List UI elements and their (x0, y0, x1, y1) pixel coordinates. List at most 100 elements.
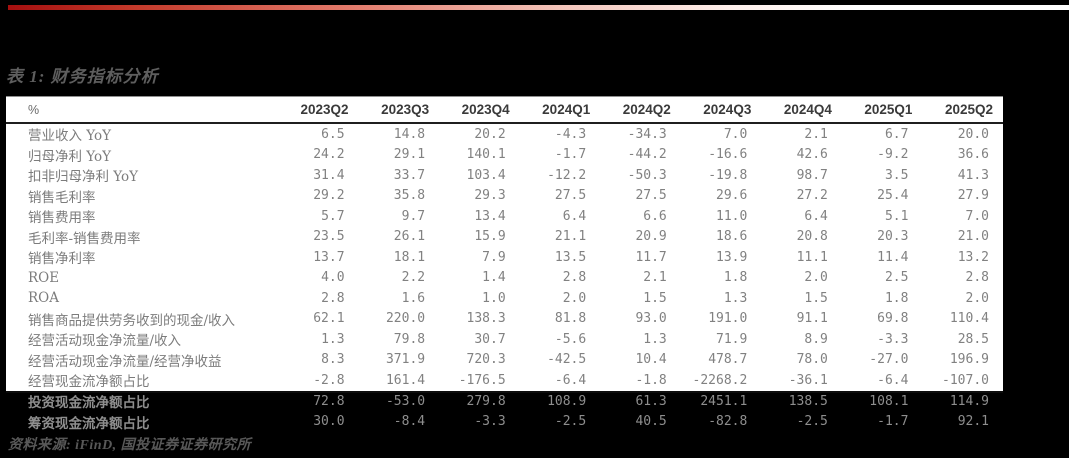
value-cell: 6.6 (643, 208, 667, 224)
value-cell: 1.3 (321, 331, 345, 347)
value-cell: 71.9 (716, 331, 748, 347)
value-cell: 20.9 (635, 229, 667, 245)
value-cell: 30.7 (474, 331, 506, 347)
value-cell: 1.4 (482, 270, 506, 286)
value-cell: -53.0 (385, 393, 426, 409)
value-cell: -2268.2 (692, 372, 748, 388)
value-cell: -12.2 (547, 167, 587, 183)
value-cell: -16.6 (708, 147, 748, 163)
value-cell: 23.5 (313, 229, 345, 245)
table-header-row: % 2023Q2 2023Q3 2023Q4 2024Q1 2024Q2 2024Q3 20… (6, 97, 1003, 124)
value-cell: 6.7 (884, 126, 909, 142)
value-cell: 1.8 (723, 270, 748, 286)
value-cell: 478.7 (708, 352, 748, 368)
value-cell: 13.7 (313, 249, 345, 265)
column-header: 2025Q2 (944, 102, 993, 117)
table-row: 毛利率-销售费用率 23.5 26.1 15.9 21.1 20.9 18.6 20.8 20.… (6, 227, 1003, 248)
value-cell: 11.1 (796, 249, 828, 265)
value-cell: 79.8 (393, 331, 426, 347)
value-cell: 62.1 (313, 311, 345, 327)
table-row: 扣非归母净利 YoY 31.4 33.7 103.4 -12.2 -50.3 -19.8 98… (6, 165, 1003, 186)
value-cell: 161.4 (385, 372, 426, 388)
value-cell: -3.3 (877, 331, 909, 347)
value-cell: 4.0 (321, 270, 345, 286)
value-cell: 78.0 (796, 352, 828, 368)
value-cell: 69.8 (877, 311, 909, 327)
value-cell: 21.1 (554, 229, 587, 245)
row-label: 销售费用率 (28, 210, 96, 227)
value-cell: -36.1 (788, 372, 828, 388)
value-cell: 36.6 (957, 147, 989, 163)
table-row: 筹资现金流净额占比 30.0 -8.4 -3.3 -2.5 40.5 -82.8 -2.5 -1… (6, 412, 1003, 433)
value-cell: 13.9 (716, 249, 748, 265)
value-cell: -176.5 (458, 372, 506, 388)
row-label: 扣非归母净利 YoY (28, 169, 139, 186)
value-cell: -50.3 (627, 167, 667, 183)
table-rows-below-rule: 投资现金流净额占比 72.8 -53.0 279.8 108.9 61.3 2451.1 13… (6, 391, 1003, 432)
value-cell: -1.8 (635, 372, 667, 388)
row-label: 经营活动现金净流量/收入 (28, 333, 182, 350)
value-cell: 8.3 (321, 352, 345, 368)
value-cell: 25.4 (877, 188, 909, 204)
column-header: 2024Q4 (783, 102, 832, 117)
value-cell: 27.9 (957, 188, 989, 204)
value-cell: 13.2 (957, 249, 989, 265)
value-cell: 2.0 (804, 270, 828, 286)
value-cell: 110.4 (949, 311, 989, 327)
value-cell: -4.3 (554, 126, 587, 142)
value-cell: 5.7 (321, 208, 345, 224)
row-label: 毛利率-销售费用率 (28, 230, 141, 247)
table-row: 销售费用率 5.7 9.7 13.4 6.4 6.6 11.0 6.4 5.1 7.0 (6, 206, 1003, 227)
value-cell: 6.5 (321, 126, 345, 142)
column-header: 2023Q2 (300, 102, 349, 117)
value-cell: 33.7 (393, 167, 426, 183)
value-cell: 1.8 (884, 290, 909, 306)
value-cell: 2.8 (321, 290, 345, 306)
value-cell: 11.0 (716, 208, 748, 224)
table-title: 表 1: 财务指标分析 (6, 67, 159, 86)
value-cell: 279.8 (466, 393, 506, 409)
value-cell: -107.0 (942, 372, 989, 388)
value-cell: 2451.1 (700, 393, 748, 409)
value-cell: 29.1 (393, 147, 426, 163)
value-cell: 108.1 (869, 393, 909, 409)
column-header: 2023Q3 (381, 102, 430, 117)
table-row: 经营现金流净额占比 -2.8 161.4 -176.5 -6.4 -1.8 -2268.2 -… (6, 370, 1003, 391)
value-cell: 27.5 (554, 188, 587, 204)
table-row: ROE 4.0 2.2 1.4 2.8 2.1 1.8 2.0 2.5 2.8 (6, 268, 1003, 289)
value-cell: 92.1 (957, 414, 989, 430)
unit-header: % (28, 102, 40, 117)
value-cell: -42.5 (547, 352, 587, 368)
value-cell: 30.0 (313, 414, 345, 430)
value-cell: 20.8 (796, 229, 828, 245)
value-cell: 371.9 (385, 352, 426, 368)
value-cell: 29.6 (716, 188, 748, 204)
value-cell: 2.1 (804, 126, 828, 142)
value-cell: 7.9 (482, 249, 506, 265)
value-cell: -34.3 (627, 126, 667, 142)
value-cell: 6.4 (804, 208, 828, 224)
value-cell: 24.2 (313, 147, 345, 163)
value-cell: 20.3 (877, 229, 909, 245)
value-cell: 5.1 (884, 208, 909, 224)
value-cell: 2.0 (562, 290, 587, 306)
row-label: 筹资现金流净额占比 (28, 415, 150, 432)
value-cell: -2.5 (554, 414, 587, 430)
value-cell: -44.2 (627, 147, 667, 163)
row-label: 归母净利 YoY (28, 148, 112, 165)
value-cell: 11.4 (877, 249, 909, 265)
value-cell: 10.4 (635, 352, 667, 368)
value-cell: 140.1 (466, 147, 506, 163)
value-cell: -5.6 (554, 331, 587, 347)
value-cell: -8.4 (393, 414, 426, 430)
value-cell: 13.4 (474, 208, 506, 224)
value-cell: 2.5 (884, 270, 909, 286)
row-label: 销售商品提供劳务收到的现金/收入 (28, 312, 236, 329)
source-note: 资料来源: iFinD, 国投证券证券研究所 (8, 438, 252, 453)
value-cell: 20.0 (957, 126, 989, 142)
value-cell: 1.3 (723, 290, 748, 306)
value-cell: -2.8 (313, 372, 345, 388)
value-cell: 2.8 (562, 270, 587, 286)
value-cell: 7.0 (723, 126, 748, 142)
column-header: 2024Q3 (703, 102, 752, 117)
